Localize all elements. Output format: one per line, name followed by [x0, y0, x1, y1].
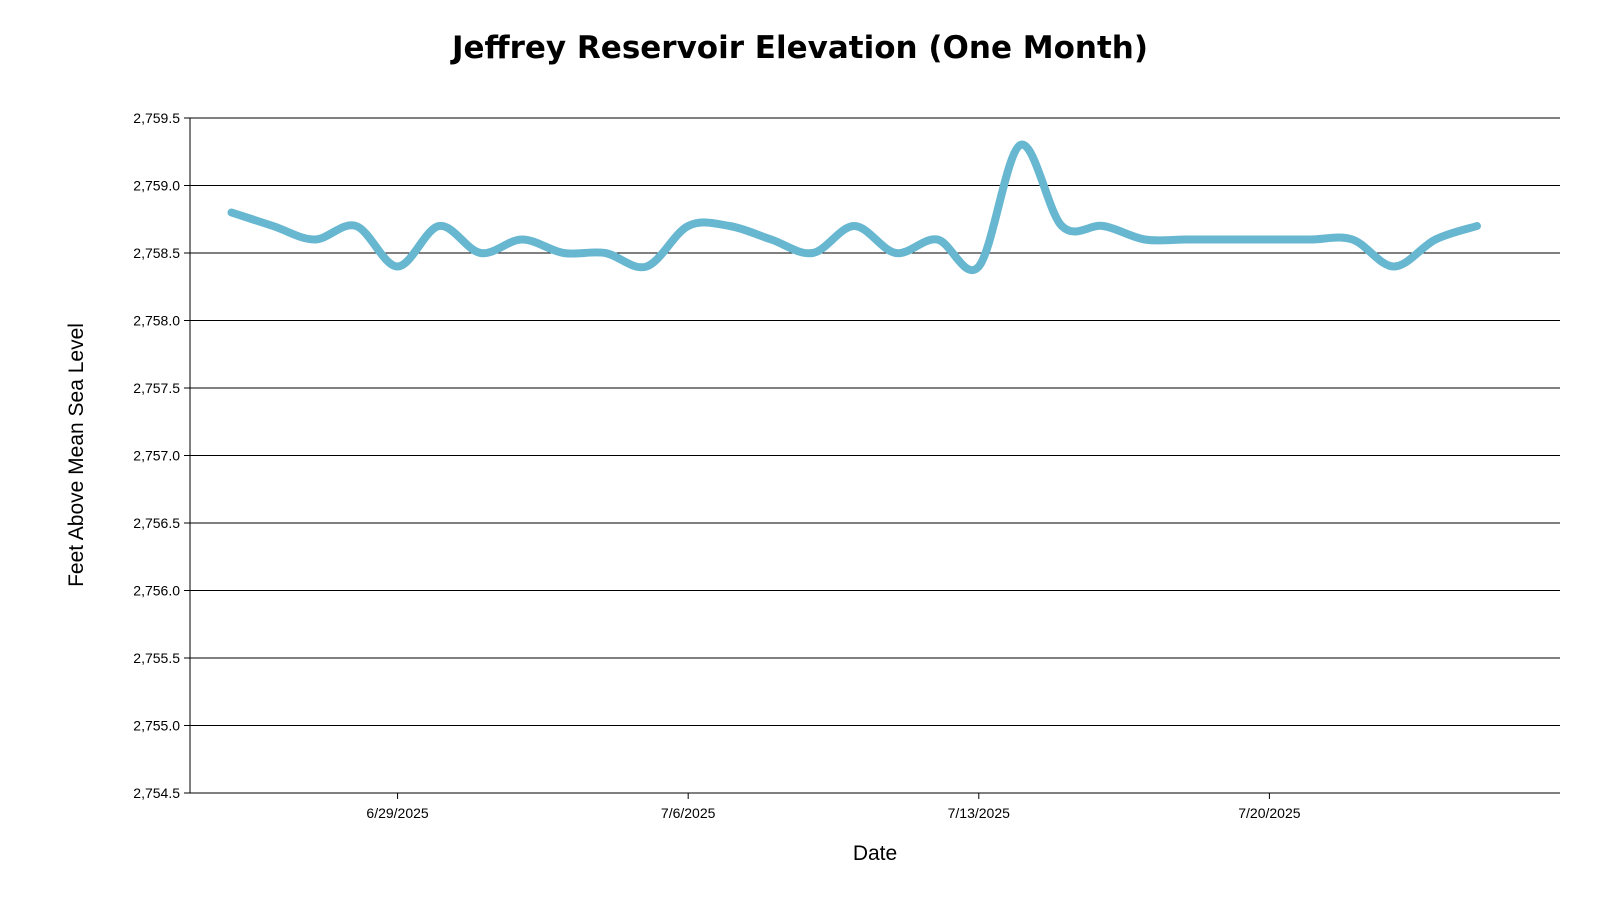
y-tick-label: 2,757.5 [133, 380, 180, 396]
data-point [1348, 236, 1356, 244]
series-line [227, 140, 1481, 274]
data-point [1307, 236, 1315, 244]
y-tick-label: 2,758.5 [133, 245, 180, 261]
data-point [809, 249, 817, 257]
y-tick-label: 2,755.0 [133, 718, 180, 734]
y-tick-label: 2,756.0 [133, 583, 180, 599]
data-point [643, 263, 651, 271]
data-point [975, 263, 983, 271]
data-point [1431, 236, 1439, 244]
data-point [1058, 222, 1066, 230]
data-point [269, 222, 277, 230]
data-point [1141, 236, 1149, 244]
gridlines [190, 117, 1560, 794]
x-tick-label: 7/20/2025 [1238, 805, 1300, 821]
data-point [435, 222, 443, 230]
data-point [477, 249, 485, 257]
data-point [1224, 236, 1232, 244]
data-point [1182, 236, 1190, 244]
y-tick-label: 2,759.5 [133, 110, 180, 126]
y-tick-label: 2,759.0 [133, 178, 180, 194]
data-point [850, 222, 858, 230]
x-tick-label: 6/29/2025 [366, 805, 428, 821]
data-point [601, 249, 609, 257]
data-point [892, 249, 900, 257]
x-tick-label: 7/6/2025 [661, 805, 716, 821]
x-tick-labels: 6/29/2025 7/6/2025 7/13/2025 7/20/2025 [366, 805, 1300, 821]
chart-title: Jeffrey Reservoir Elevation (One Month) [451, 30, 1149, 66]
data-point [726, 222, 734, 230]
data-point [394, 263, 402, 271]
x-tick-label: 7/13/2025 [948, 805, 1010, 821]
y-tick-label: 2,758.0 [133, 313, 180, 329]
y-axis-label: Feet Above Mean Sea Level [65, 323, 88, 587]
data-point [560, 249, 568, 257]
data-point [1016, 141, 1024, 149]
axes [184, 117, 1560, 799]
data-point [311, 236, 319, 244]
data-point [518, 236, 526, 244]
data-point [228, 209, 236, 217]
x-axis-label: Date [853, 842, 897, 865]
y-tick-label: 2,756.5 [133, 515, 180, 531]
data-point [684, 222, 692, 230]
series-group [227, 140, 1481, 274]
data-point [352, 222, 360, 230]
data-point [1390, 263, 1398, 271]
y-tick-label: 2,754.5 [133, 785, 180, 801]
data-point [933, 236, 941, 244]
y-tick-labels: 2,754.5 2,755.0 2,755.5 2,756.0 2,756.5 2,757… [133, 110, 180, 801]
y-tick-label: 2,755.5 [133, 650, 180, 666]
y-tick-label: 2,757.0 [133, 448, 180, 464]
data-point [1473, 222, 1481, 230]
data-point [1265, 236, 1273, 244]
data-point [1099, 222, 1107, 230]
data-point [767, 236, 775, 244]
